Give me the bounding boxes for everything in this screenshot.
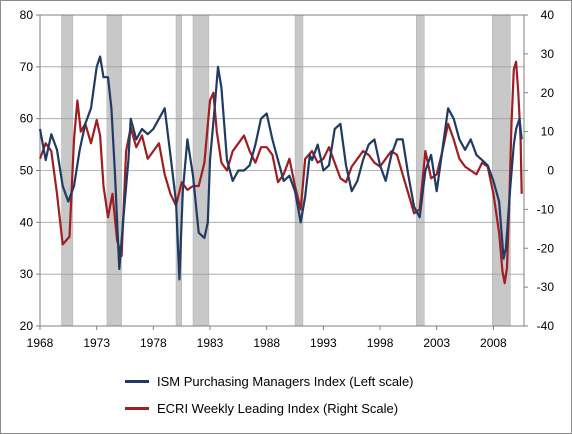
- left-y-axis: 20 30 40 50 60 70 80: [20, 8, 40, 333]
- x-tick-label-1973: 1973: [83, 336, 110, 350]
- x-tick-label-1993: 1993: [310, 336, 337, 350]
- left-tick-label-60: 60: [20, 112, 34, 126]
- gridlines: [40, 66, 524, 275]
- left-tick-label-70: 70: [20, 60, 34, 74]
- x-tick-label-1998: 1998: [367, 336, 394, 350]
- x-tick-label-1983: 1983: [197, 336, 224, 350]
- right-y-axis: -40 -30 -20 -10 0 10 20 30 40: [524, 8, 554, 333]
- left-tick-label-50: 50: [20, 164, 34, 178]
- right-tick-label-10: 10: [541, 125, 555, 139]
- right-tick-label--20: -20: [537, 241, 555, 255]
- x-tick-label-2003: 2003: [423, 336, 450, 350]
- legend-swatch-ism: [125, 380, 149, 383]
- x-axis: 1968 1973 1978 1983 1988 1993 1998 2003 2008: [27, 326, 507, 350]
- right-tick-label--40: -40: [537, 319, 555, 333]
- legend-swatch-ecri: [125, 407, 149, 410]
- series-lines: [38, 55, 523, 285]
- series-line-ism: [38, 55, 523, 281]
- series-line-ecri: [38, 60, 523, 285]
- legend-item-ecri: ECRI Weekly Leading Index (Right Scale): [125, 399, 414, 418]
- left-tick-label-20: 20: [20, 319, 34, 333]
- x-tick-label-2008: 2008: [480, 336, 507, 350]
- x-tick-label-1988: 1988: [253, 336, 280, 350]
- x-tick-label-1968: 1968: [27, 336, 54, 350]
- right-tick-label--30: -30: [537, 280, 555, 294]
- legend-label-ism: ISM Purchasing Managers Index (Left scal…: [157, 374, 414, 389]
- left-tick-label-80: 80: [20, 8, 34, 22]
- x-tick-label-1978: 1978: [140, 336, 167, 350]
- right-tick-label-20: 20: [541, 86, 555, 100]
- left-tick-label-30: 30: [20, 267, 34, 281]
- right-tick-label-0: 0: [547, 164, 554, 178]
- legend: ISM Purchasing Managers Index (Left scal…: [125, 372, 414, 426]
- left-tick-label-40: 40: [20, 215, 34, 229]
- right-tick-label--10: -10: [537, 202, 555, 216]
- legend-item-ism: ISM Purchasing Managers Index (Left scal…: [125, 372, 414, 391]
- right-tick-label-40: 40: [541, 8, 555, 22]
- legend-label-ecri: ECRI Weekly Leading Index (Right Scale): [157, 401, 399, 416]
- right-tick-label-30: 30: [541, 47, 555, 61]
